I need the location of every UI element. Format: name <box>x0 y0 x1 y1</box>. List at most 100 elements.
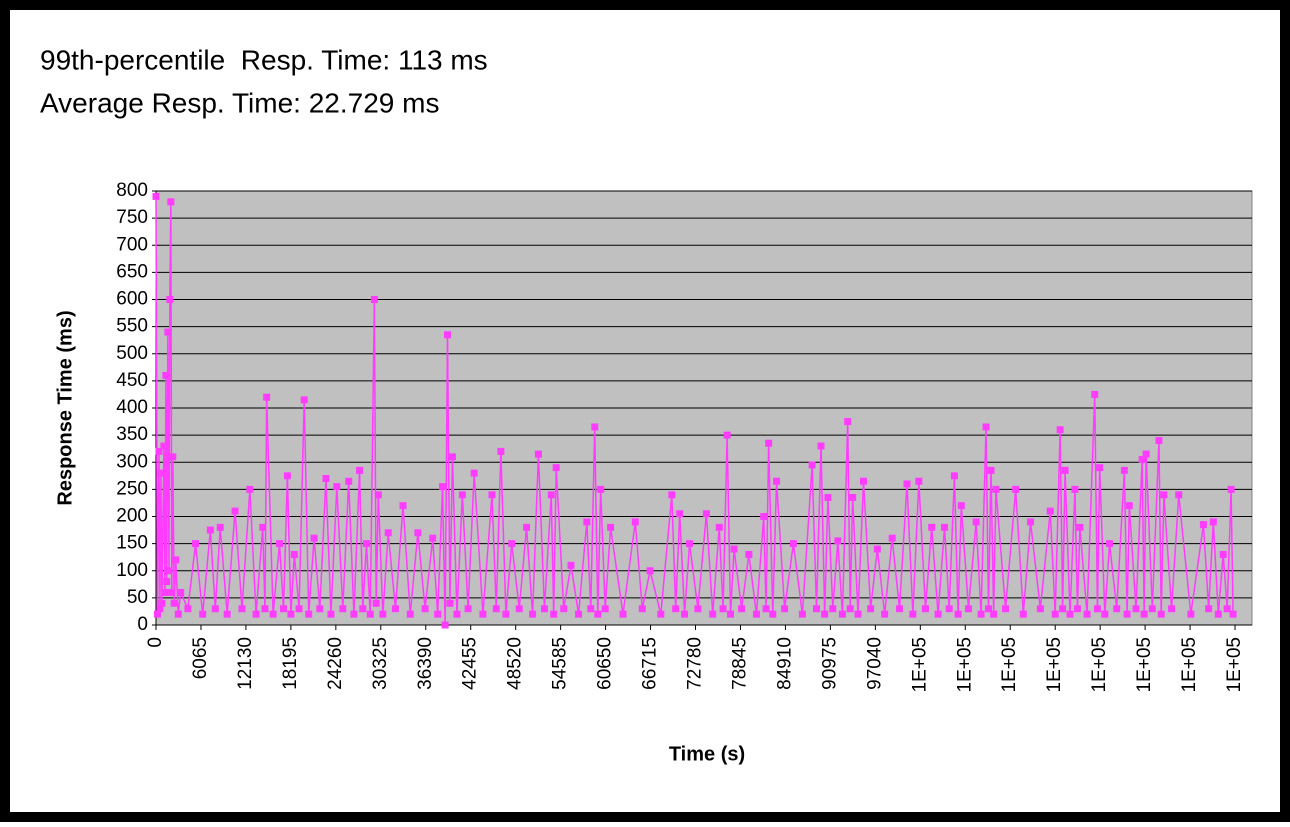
point-marker <box>984 605 992 613</box>
point-marker <box>470 469 478 477</box>
point-marker <box>921 605 929 613</box>
point-marker <box>798 610 806 618</box>
point-marker <box>399 502 407 510</box>
point-marker <box>646 567 654 575</box>
x-tick-label: 1E+05 <box>1044 637 1065 692</box>
point-marker <box>1059 605 1067 613</box>
point-marker <box>846 605 854 613</box>
point-marker <box>161 588 169 596</box>
point-marker <box>1093 605 1101 613</box>
y-tick-label: 50 <box>127 587 148 608</box>
point-marker <box>374 491 382 499</box>
point-marker <box>812 605 820 613</box>
point-marker <box>888 534 896 542</box>
x-tick-label: 30325 <box>370 637 391 690</box>
point-marker <box>169 453 177 461</box>
point-marker <box>464 605 472 613</box>
point-marker <box>1155 437 1163 445</box>
point-marker <box>280 605 288 613</box>
point-marker <box>873 545 881 553</box>
point-marker <box>909 610 917 618</box>
point-marker <box>488 491 496 499</box>
point-marker <box>1223 605 1231 613</box>
point-marker <box>283 472 291 480</box>
point-marker <box>345 477 353 485</box>
point-marker <box>276 540 284 548</box>
y-tick-label: 400 <box>116 397 148 418</box>
point-marker <box>676 510 684 518</box>
point-marker <box>719 605 727 613</box>
point-marker <box>591 423 599 431</box>
y-tick-label: 250 <box>116 478 148 499</box>
chart-title: 99th-percentile Resp. Time: 113 ms <box>40 44 488 75</box>
point-marker <box>515 605 523 613</box>
point-marker <box>575 610 583 618</box>
point-marker <box>657 610 665 618</box>
x-tick-label: 1E+05 <box>1179 637 1200 692</box>
y-tick-label: 500 <box>116 343 148 364</box>
point-marker <box>1113 605 1121 613</box>
x-tick-label: 0 <box>145 637 166 648</box>
point-marker <box>601 605 609 613</box>
point-marker <box>1138 456 1146 464</box>
point-marker <box>497 447 505 455</box>
point-marker <box>379 610 387 618</box>
point-marker <box>1157 610 1165 618</box>
x-tick-label: 60650 <box>595 637 616 690</box>
point-marker <box>295 605 303 613</box>
point-marker <box>1148 605 1156 613</box>
point-marker <box>444 331 452 339</box>
point-marker <box>1123 610 1131 618</box>
point-marker <box>1106 540 1114 548</box>
y-tick-label: 800 <box>116 180 148 201</box>
point-marker <box>339 605 347 613</box>
point-marker <box>156 605 164 613</box>
point-marker <box>316 605 324 613</box>
point-marker <box>686 540 694 548</box>
point-marker <box>163 578 171 586</box>
y-tick-label: 700 <box>116 234 148 255</box>
point-marker <box>1027 518 1035 526</box>
x-tick-label: 36390 <box>415 637 436 690</box>
x-tick-label: 18195 <box>280 637 301 690</box>
point-marker <box>1120 466 1128 474</box>
point-marker <box>972 518 980 526</box>
point-marker <box>957 502 965 510</box>
point-marker <box>164 328 172 336</box>
point-marker <box>881 610 889 618</box>
point-marker <box>730 545 738 553</box>
point-marker <box>765 439 773 447</box>
point-marker <box>259 523 267 531</box>
point-marker <box>773 477 781 485</box>
point-marker <box>867 605 875 613</box>
point-marker <box>168 588 176 596</box>
y-tick-label: 450 <box>116 370 148 391</box>
point-marker <box>1187 610 1195 618</box>
point-marker <box>199 610 207 618</box>
point-marker <box>216 523 224 531</box>
x-tick-label: 90975 <box>819 637 840 690</box>
y-axis-label: Response Time (ms) <box>54 310 76 505</box>
point-marker <box>1051 610 1059 618</box>
point-marker <box>954 610 962 618</box>
point-marker <box>552 464 560 472</box>
y-tick-label: 150 <box>116 533 148 554</box>
x-tick-label: 6065 <box>190 637 211 679</box>
point-marker <box>694 605 702 613</box>
point-marker <box>172 556 180 564</box>
point-marker <box>421 605 429 613</box>
x-tick-label: 1E+05 <box>1089 637 1110 692</box>
point-marker <box>534 450 542 458</box>
point-marker <box>834 537 842 545</box>
point-marker <box>158 599 166 607</box>
point-marker <box>252 610 260 618</box>
point-marker <box>1140 610 1148 618</box>
x-tick-label: 48520 <box>505 637 526 690</box>
point-marker <box>1012 485 1020 493</box>
point-marker <box>1002 605 1010 613</box>
x-tick-label: 66715 <box>640 637 661 690</box>
point-marker <box>715 523 723 531</box>
point-marker <box>206 526 214 534</box>
y-tick-label: 300 <box>116 451 148 472</box>
chart-subtitle: Average Resp. Time: 22.729 ms <box>40 87 439 118</box>
